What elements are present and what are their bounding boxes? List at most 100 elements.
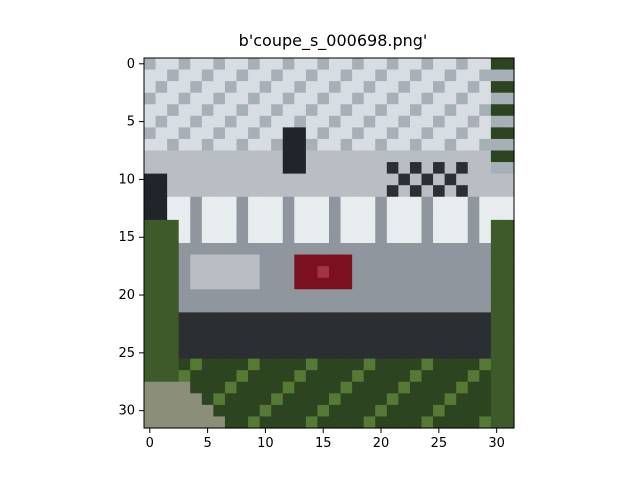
- image-pixel: [340, 231, 353, 244]
- image-pixel: [409, 196, 423, 209]
- image-pixel: [363, 289, 376, 302]
- image-pixel: [502, 243, 515, 256]
- image-pixel: [456, 393, 469, 406]
- image-pixel: [352, 300, 365, 313]
- image-pixel: [502, 92, 515, 105]
- image-pixel: [236, 173, 249, 186]
- image-pixel: [190, 312, 203, 325]
- image-pixel: [178, 231, 191, 244]
- image-pixel: [201, 150, 214, 163]
- image-pixel: [444, 150, 457, 163]
- image-pixel: [259, 81, 272, 94]
- image-pixel: [421, 370, 434, 383]
- image-pixel: [409, 208, 423, 221]
- image-pixel: [155, 266, 168, 279]
- image-pixel: [224, 150, 238, 163]
- image-pixel: [375, 219, 388, 233]
- image-pixel: [479, 404, 492, 418]
- image-pixel: [421, 92, 434, 105]
- image-pixel: [363, 162, 376, 175]
- image-pixel: [201, 92, 214, 105]
- image-pixel: [398, 323, 411, 337]
- image-pixel: [190, 138, 203, 152]
- image-pixel: [167, 289, 180, 302]
- image-pixel: [190, 393, 203, 406]
- image-pixel: [248, 162, 261, 175]
- image-pixel: [467, 312, 480, 325]
- image-pixel: [282, 185, 295, 198]
- image-pixel: [490, 69, 504, 82]
- image-pixel: [178, 185, 191, 198]
- image-pixel: [456, 370, 469, 383]
- image-pixel: [421, 393, 434, 406]
- image-pixel: [155, 219, 168, 233]
- image-pixel: [155, 404, 168, 418]
- image-pixel: [305, 127, 319, 140]
- image-pixel: [490, 393, 504, 406]
- image-pixel: [144, 69, 157, 82]
- image-pixel: [479, 162, 492, 175]
- image-pixel: [213, 370, 226, 383]
- image-pixel: [467, 92, 480, 105]
- image-pixel: [271, 393, 284, 406]
- image-pixel: [456, 381, 469, 394]
- image-pixel: [479, 138, 492, 152]
- image-pixel: [444, 335, 457, 348]
- image-pixel: [224, 196, 238, 209]
- image-pixel: [398, 92, 411, 105]
- image-pixel: [317, 115, 330, 128]
- image-pixel: [456, 347, 469, 360]
- image-pixel: [386, 347, 399, 360]
- image-pixel: [178, 266, 191, 279]
- image-pixel: [294, 173, 307, 186]
- image-pixel: [248, 370, 261, 383]
- image-pixel: [248, 347, 261, 360]
- image-pixel: [329, 277, 342, 290]
- image-pixel: [294, 92, 307, 105]
- image-pixel: [490, 162, 504, 175]
- image-pixel: [490, 58, 504, 71]
- image-pixel: [433, 208, 446, 221]
- image-pixel: [224, 162, 238, 175]
- image-pixel: [467, 393, 480, 406]
- image-pixel: [155, 162, 168, 175]
- image-pixel: [224, 416, 238, 429]
- image-pixel: [456, 138, 469, 152]
- image-pixel: [375, 393, 388, 406]
- image-pixel: [224, 393, 238, 406]
- image-pixel: [433, 162, 446, 175]
- image-pixel: [409, 69, 423, 82]
- image-pixel: [409, 173, 423, 186]
- image-pixel: [167, 162, 180, 175]
- image-pixel: [248, 231, 261, 244]
- image-pixel: [190, 196, 203, 209]
- image-pixel: [386, 358, 399, 371]
- image-pixel: [259, 416, 272, 429]
- image-pixel: [467, 81, 480, 94]
- image-pixel: [213, 58, 226, 71]
- image-pixel: [490, 185, 504, 198]
- image-pixel: [190, 323, 203, 337]
- image-pixel: [259, 323, 272, 337]
- image-pixel: [259, 138, 272, 152]
- image-pixel: [340, 162, 353, 175]
- image-pixel: [456, 277, 469, 290]
- image-pixel: [271, 404, 284, 418]
- image-pixel: [409, 323, 423, 337]
- image-pixel: [352, 289, 365, 302]
- image-pixel: [467, 243, 480, 256]
- image-pixel: [190, 289, 203, 302]
- image-pixel: [398, 381, 411, 394]
- image-pixel: [490, 104, 504, 117]
- x-tick-label: 30: [488, 436, 505, 451]
- image-pixel: [340, 323, 353, 337]
- image-pixel: [479, 173, 492, 186]
- image-pixel: [375, 208, 388, 221]
- image-pixel: [317, 208, 330, 221]
- image-pixel: [236, 69, 249, 82]
- image-pixel: [502, 127, 515, 140]
- image-pixel: [271, 381, 284, 394]
- image-pixel: [317, 162, 330, 175]
- image-pixel: [363, 381, 376, 394]
- image-pixel: [421, 219, 434, 233]
